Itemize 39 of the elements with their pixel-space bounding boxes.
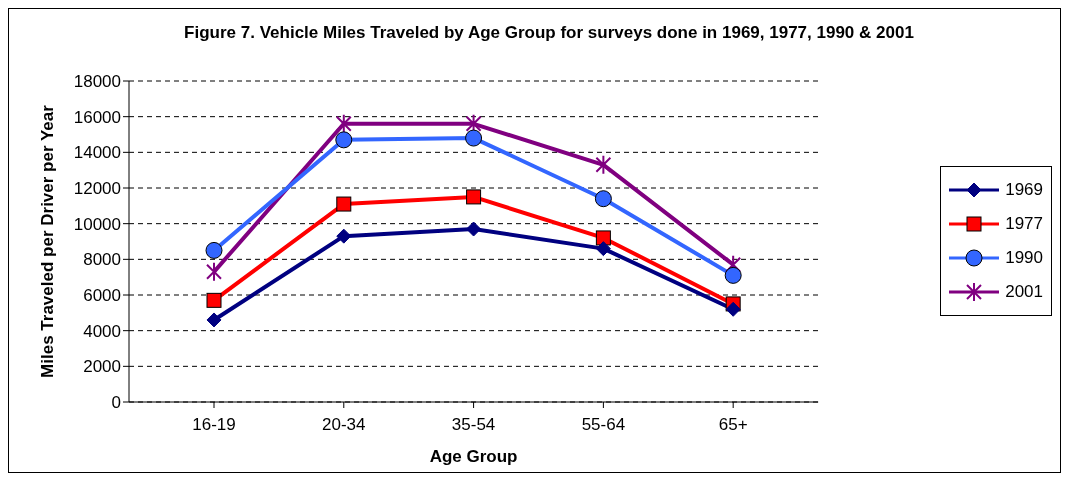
legend-label: 1977 [1005, 213, 1043, 234]
y-axis-title: Miles Traveled per Driver per Year [38, 104, 58, 378]
y-tick-label: 16000 [73, 107, 121, 127]
legend-label: 1969 [1005, 179, 1043, 200]
point [725, 301, 741, 317]
point [336, 228, 352, 244]
y-tick-label: 6000 [83, 286, 121, 306]
y-tick-label: 14000 [73, 143, 121, 163]
x-tick-label: 65+ [718, 415, 748, 435]
x-axis-title: Age Group [429, 447, 518, 466]
y-tick-label: 12000 [73, 179, 121, 199]
point [335, 113, 352, 134]
x-tick-label: 35-54 [451, 415, 496, 435]
legend-label: 2001 [1005, 281, 1043, 302]
point [206, 312, 222, 328]
y-tick-label: 2000 [83, 357, 121, 377]
x-tick-label: 20-34 [322, 415, 366, 435]
point [724, 266, 742, 284]
chart-title: Figure 7. Vehicle Miles Traveled by Age Group for surveys done in 1969, 1977, 1990 & 2001 [183, 22, 915, 44]
point [465, 113, 482, 134]
point [466, 221, 482, 237]
x-tick-label: 16-19 [192, 415, 236, 435]
y-tick-label: 10000 [73, 214, 121, 234]
y-tick-label: 18000 [73, 72, 121, 92]
x-tick-label: 55-64 [581, 415, 626, 435]
point [206, 261, 222, 282]
point [205, 241, 223, 259]
point [465, 129, 483, 147]
point [595, 154, 612, 175]
point [336, 196, 352, 212]
y-tick-label: 0 [111, 393, 121, 413]
point [466, 189, 482, 205]
legend-label: 1990 [1005, 247, 1043, 268]
y-tick-label: 8000 [83, 250, 121, 270]
y-tick-label: 4000 [83, 321, 121, 341]
point [594, 190, 612, 208]
point [206, 292, 222, 308]
point [595, 241, 611, 257]
point [335, 131, 353, 149]
